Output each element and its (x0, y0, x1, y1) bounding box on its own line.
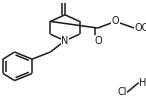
Text: O: O (112, 16, 119, 26)
Text: O: O (94, 36, 102, 46)
Text: N: N (61, 36, 69, 46)
Text: OCH₃: OCH₃ (134, 23, 146, 33)
Text: O: O (61, 0, 69, 2)
Text: H: H (139, 78, 146, 88)
Text: Cl: Cl (118, 87, 127, 97)
